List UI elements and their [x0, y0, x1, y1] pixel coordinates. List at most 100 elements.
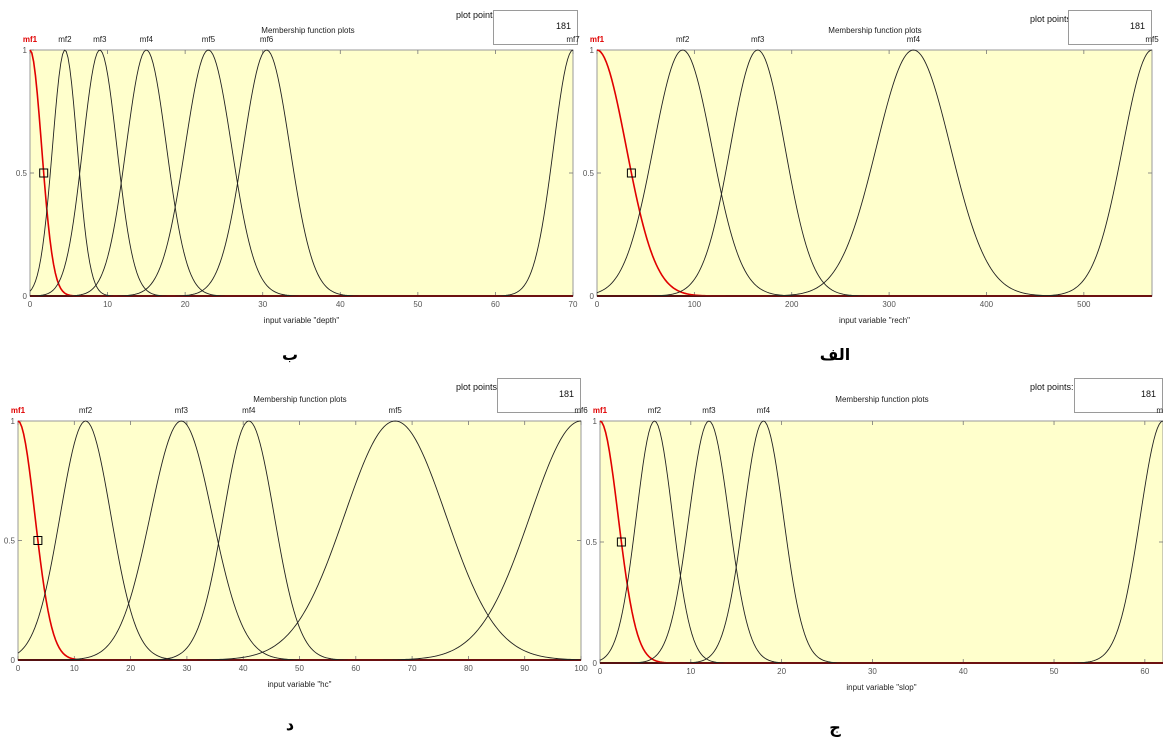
plot-points-input[interactable]: 181 — [493, 10, 578, 45]
mf-label-mf3[interactable]: mf3 — [93, 35, 107, 44]
x-tick-label: 500 — [1077, 300, 1091, 309]
x-tick-label: 60 — [491, 300, 500, 309]
plot-points-input[interactable]: 181 — [497, 378, 581, 413]
mf-label-mf5[interactable]: mf5 — [1145, 35, 1159, 44]
mf-label-mf4[interactable]: mf4 — [757, 406, 771, 415]
y-tick-label: 0.5 — [586, 538, 598, 547]
caption-rech: الف — [819, 345, 851, 364]
mf-selection-handle[interactable] — [39, 168, 49, 178]
plot-title: Membership function plots — [835, 395, 928, 404]
y-tick-label: 1 — [23, 46, 28, 55]
caption-slop: ج — [829, 718, 841, 737]
x-tick-label: 100 — [574, 664, 588, 673]
x-tick-label: 30 — [258, 300, 267, 309]
x-tick-label: 10 — [70, 664, 79, 673]
mf-editor-panel-rech: plot points: 181 Membership function plo… — [583, 8, 1163, 333]
plot-title: Membership function plots — [828, 26, 921, 35]
mf-label-mf7[interactable]: mf7 — [566, 35, 580, 44]
x-tick-label: 10 — [103, 300, 112, 309]
mf-curve-mf5[interactable] — [597, 49, 1153, 297]
mf-label-mf5[interactable]: mf5 — [202, 35, 216, 44]
x-tick-label: 90 — [520, 664, 529, 673]
x-tick-label: 20 — [777, 667, 786, 676]
membership-plot-rech: Membership function plots 0 100 200 300 400 50… — [583, 26, 1159, 325]
caption-depth: ب — [281, 345, 299, 364]
y-tick-label: 0 — [593, 659, 598, 668]
plot-points-label: plot points: — [456, 10, 500, 20]
y-tick-label: 0 — [11, 656, 16, 665]
y-tick-label: 0.5 — [4, 537, 16, 546]
x-tick-label: 0 — [598, 667, 603, 676]
x-tick-label: 200 — [785, 300, 799, 309]
x-tick-label: 100 — [688, 300, 702, 309]
plot-points-label: plot points: — [456, 382, 500, 392]
mf-selection-handle[interactable] — [616, 537, 626, 547]
mf-label-mf2[interactable]: mf2 — [58, 35, 72, 44]
mf-selection-handle[interactable] — [626, 168, 636, 178]
y-tick-label: 0.5 — [16, 169, 28, 178]
x-tick-label: 80 — [464, 664, 473, 673]
mf-label-mf1[interactable]: mf1 — [590, 35, 605, 44]
mf-label-mf1[interactable]: mf1 — [23, 35, 38, 44]
y-tick-label: 1 — [590, 46, 595, 55]
x-tick-label: 20 — [181, 300, 190, 309]
x-tick-label: 0 — [28, 300, 33, 309]
x-tick-label: 50 — [295, 664, 304, 673]
plot-title: Membership function plots — [261, 26, 354, 35]
mf-label-mf4[interactable]: mf4 — [242, 406, 256, 415]
x-tick-label: 70 — [569, 300, 578, 309]
mf-label-mf6[interactable]: mf6 — [260, 35, 274, 44]
plot-points-label: plot points: — [1030, 382, 1074, 392]
x-tick-label: 30 — [868, 667, 877, 676]
mf-label-mf6[interactable]: mf6 — [574, 406, 588, 415]
y-tick-label: 1 — [593, 417, 598, 426]
plot-points-label: plot points: — [1030, 14, 1074, 24]
x-tick-label: 0 — [595, 300, 600, 309]
x-tick-label: 50 — [413, 300, 422, 309]
plot-area[interactable] — [599, 420, 1163, 664]
x-tick-label: 40 — [239, 664, 248, 673]
mf-label-mf5[interactable]: mf5 — [389, 406, 403, 415]
x-tick-label: 60 — [351, 664, 360, 673]
x-tick-label: 70 — [408, 664, 417, 673]
mf-label-mf3[interactable]: mf3 — [175, 406, 189, 415]
x-tick-label: 10 — [686, 667, 695, 676]
x-tick-label: 20 — [126, 664, 135, 673]
x-tick-label: 40 — [336, 300, 345, 309]
mf-editor-panel-slop: plot points: 181 Membership function plo… — [586, 376, 1163, 704]
mf-selection-handle[interactable] — [33, 536, 43, 545]
plot-points-input[interactable]: 181 — [1074, 378, 1163, 413]
x-axis-label: input variable "depth" — [264, 316, 340, 325]
x-tick-label: 40 — [959, 667, 968, 676]
mf-label-mf2[interactable]: mf2 — [676, 35, 690, 44]
y-tick-label: 1 — [11, 417, 16, 426]
x-tick-label: 30 — [182, 664, 191, 673]
y-tick-label: 0 — [23, 292, 28, 301]
mf-editor-panel-hc: plot points: 181 Membership function plo… — [0, 376, 588, 704]
mf-label-mf4[interactable]: mf4 — [140, 35, 154, 44]
mf-editor-panel-depth: plot points: 181 Membership function plo… — [0, 8, 585, 333]
plot-points-input[interactable]: 181 — [1068, 10, 1152, 45]
y-tick-label: 0.5 — [583, 169, 595, 178]
mf-label-mf3[interactable]: mf3 — [751, 35, 765, 44]
x-axis-label: input variable "hc" — [268, 680, 332, 689]
mf-curve-mf7[interactable] — [30, 49, 574, 297]
plot-area[interactable] — [596, 49, 1153, 297]
mf-curve-mf5[interactable] — [600, 420, 1163, 664]
mf-label-mf5[interactable]: mf5 — [1156, 406, 1163, 415]
mf-label-mf1[interactable]: mf1 — [593, 406, 608, 415]
y-tick-label: 0 — [590, 292, 595, 301]
mf-label-mf2[interactable]: mf2 — [648, 406, 662, 415]
mf-label-mf4[interactable]: mf4 — [907, 35, 921, 44]
mf-label-mf1[interactable]: mf1 — [11, 406, 26, 415]
x-tick-label: 50 — [1050, 667, 1059, 676]
x-tick-label: 60 — [1140, 667, 1149, 676]
mf-label-mf2[interactable]: mf2 — [79, 406, 93, 415]
plot-area[interactable] — [29, 49, 574, 297]
mf-label-mf3[interactable]: mf3 — [702, 406, 716, 415]
mf-curve-mf6[interactable] — [18, 420, 582, 661]
plot-area[interactable] — [17, 420, 582, 661]
x-tick-label: 400 — [980, 300, 994, 309]
